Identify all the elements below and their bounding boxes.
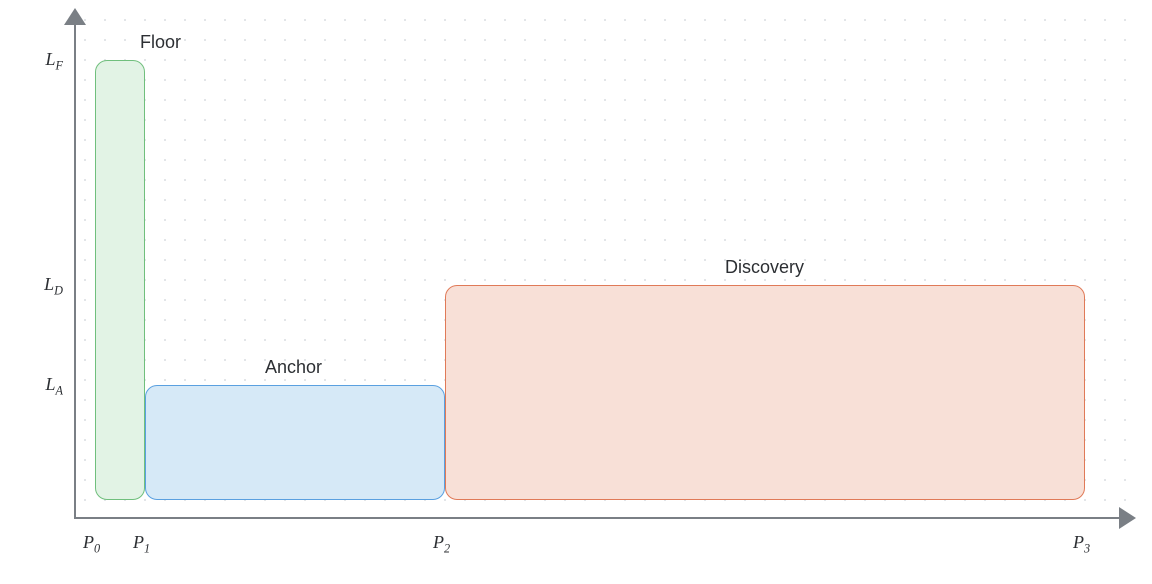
floor-label: Floor — [140, 32, 181, 53]
chart-canvas: FloorAnchorDiscoveryLFLDLAP0P1P2P3 — [0, 0, 1152, 584]
x-axis — [74, 517, 1131, 519]
y-tick-sub: A — [56, 384, 63, 398]
x-tick-letter: P — [433, 532, 444, 552]
x-tick-sub: 2 — [444, 542, 450, 556]
x-tick-sub: 1 — [144, 542, 150, 556]
anchor-label: Anchor — [265, 357, 322, 378]
y-axis — [74, 14, 76, 519]
x-tick-sub: 0 — [94, 542, 100, 556]
x-tick-letter: P — [133, 532, 144, 552]
x-tick-P3: P3 — [1073, 532, 1090, 557]
x-tick-letter: P — [83, 532, 94, 552]
x-tick-P1: P1 — [133, 532, 150, 557]
y-tick-letter: L — [46, 374, 56, 394]
x-tick-P0: P0 — [83, 532, 100, 557]
y-axis-arrow — [64, 8, 86, 25]
discovery-region — [445, 285, 1085, 500]
x-tick-sub: 3 — [1084, 542, 1090, 556]
y-tick-letter: L — [44, 274, 54, 294]
y-tick-sub: D — [54, 284, 63, 298]
y-tick-LD: LD — [44, 274, 63, 299]
x-tick-letter: P — [1073, 532, 1084, 552]
anchor-region — [145, 385, 445, 500]
y-tick-sub: F — [56, 59, 63, 73]
y-tick-LA: LA — [46, 374, 64, 399]
floor-region — [95, 60, 145, 500]
discovery-label: Discovery — [725, 257, 804, 278]
x-axis-arrow — [1119, 507, 1136, 529]
x-tick-P2: P2 — [433, 532, 450, 557]
y-tick-letter: L — [46, 49, 56, 69]
y-tick-LF: LF — [46, 49, 64, 74]
